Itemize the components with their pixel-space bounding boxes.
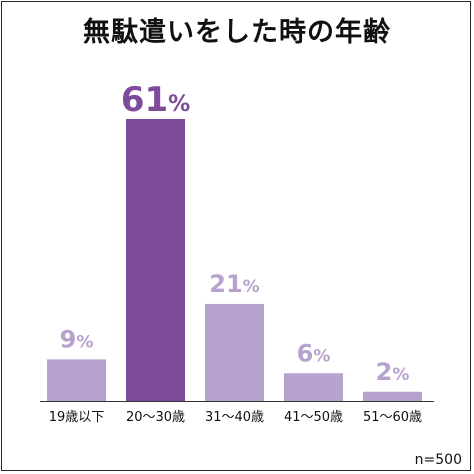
bar-2 <box>126 119 185 401</box>
category-label-1: 19歳以下 <box>49 410 105 425</box>
value-label-1: 9% <box>60 325 94 353</box>
value-label-3: 21% <box>209 270 259 298</box>
category-label-2: 20〜30歳 <box>126 410 185 425</box>
value-label-4: 6% <box>297 339 331 367</box>
category-label-3: 31〜40歳 <box>205 410 264 425</box>
sample-size-note: n=500 <box>414 452 462 468</box>
chart-title: 無駄遣いをした時の年齢 <box>83 17 391 48</box>
bar-1 <box>47 359 106 401</box>
category-label-5: 51〜60歳 <box>363 410 422 425</box>
bar-4 <box>284 373 343 401</box>
bar-5 <box>363 391 422 401</box>
category-label-4: 41〜50歳 <box>284 410 343 425</box>
value-label-5: 2% <box>376 358 410 386</box>
value-label-2: 61% <box>121 80 190 120</box>
bar-3 <box>205 303 264 401</box>
